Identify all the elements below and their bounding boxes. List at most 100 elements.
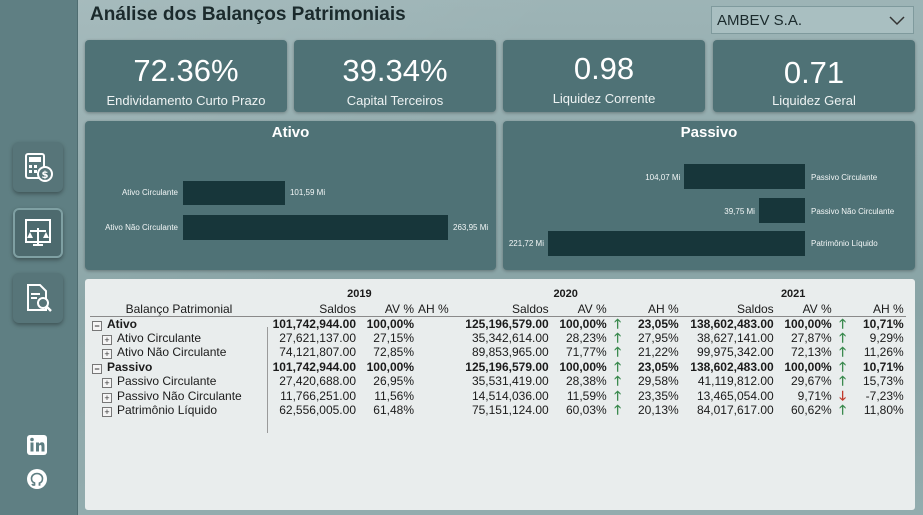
row-label-cell: − Passivo	[90, 360, 268, 375]
saldo-2020: 14,514,036.00	[471, 388, 549, 403]
ah-2021: 10,71%	[862, 316, 904, 331]
row-label-cell: − Ativo	[90, 316, 268, 331]
saldo-2019: 101,742,944.00	[272, 316, 356, 331]
kpi-value: 0.71	[783, 55, 845, 90]
saldo-2019: 62,556,005.00	[279, 403, 356, 418]
saldo-2021: 13,465,054.00	[696, 388, 774, 403]
table-row[interactable]: + Passivo Circulante 27,420,688.00 26,95% 35…	[90, 374, 906, 389]
arrow-up-icon: 🡑	[839, 373, 847, 389]
av-2020: 71,77%	[565, 345, 607, 360]
row-label-cell: + Patrimônio Líquido	[90, 403, 268, 418]
kpi-value: 72.36%	[133, 53, 239, 88]
bar-category-label: Passivo Não Circulante	[811, 207, 895, 216]
expand-icon[interactable]: +	[102, 349, 112, 360]
ah-2020: 27,95%	[637, 330, 679, 345]
ah-2020: 23,35%	[637, 388, 679, 403]
company-select[interactable]: AMBEV S.A.	[711, 6, 914, 34]
arrow-up-icon: 🡑	[614, 373, 622, 389]
row-label: Patrimônio Líquido	[117, 403, 218, 418]
bar-passivo-circulante[interactable]	[684, 164, 805, 189]
table-row[interactable]: + Ativo Não Circulante 74,121,807.00 72,85%…	[90, 345, 906, 360]
financial-calculator-nav-button[interactable]: $	[13, 142, 63, 192]
expand-icon[interactable]: +	[102, 392, 112, 403]
row-label-cell: + Passivo Não Circulante	[90, 389, 268, 404]
kpi-label: Liquidez Corrente	[552, 91, 656, 106]
chevron-down-icon	[889, 16, 905, 26]
kpi-card-capital-terceiros: 39.34% Capital Terceiros	[294, 40, 496, 112]
collapse-icon[interactable]: −	[92, 320, 102, 331]
ah-2020: 20,13%	[637, 403, 679, 418]
passivo-chart-panel: Passivo 104,07 Mi Passivo Circulante 39,…	[503, 121, 915, 270]
av-2020: 28,23%	[565, 330, 607, 345]
linkedin-icon[interactable]	[26, 434, 48, 456]
col-saldos: Saldos	[450, 301, 551, 317]
document-analysis-nav-button[interactable]	[13, 273, 63, 323]
av-2021: 72,13%	[790, 345, 832, 360]
chart-title: Ativo	[271, 124, 310, 141]
expand-icon[interactable]: +	[102, 407, 112, 418]
expand-icon[interactable]: +	[102, 378, 112, 389]
row-label: Ativo	[107, 316, 137, 331]
row-label-cell: + Ativo Não Circulante	[90, 345, 268, 360]
balance-scale-icon	[25, 219, 51, 246]
row-label: Passivo Circulante	[117, 374, 217, 389]
bar-value-label: 263,95 Mi	[453, 223, 489, 232]
kpi-card-liquidez-corrente: 0.98 Liquidez Corrente	[503, 40, 705, 112]
bar-category-label: Ativo Não Circulante	[105, 223, 178, 232]
saldo-2021: 41,119,812.00	[697, 374, 774, 389]
kpi-label: Liquidez Geral	[772, 93, 856, 108]
collapse-icon[interactable]: −	[92, 363, 102, 374]
col-saldos: Saldos	[268, 301, 358, 317]
bar-ativo-nao-circulante[interactable]	[183, 215, 448, 240]
expand-icon[interactable]: +	[102, 334, 112, 345]
av-2021: 60,62%	[790, 403, 832, 418]
saldo-2020: 75,151,124.00	[471, 403, 549, 418]
row-label-cell: + Ativo Circulante	[90, 331, 268, 346]
table-row[interactable]: + Patrimônio Líquido 62,556,005.00 61,48% 75…	[90, 403, 906, 418]
ah-2021: 11,26%	[863, 345, 904, 360]
av-2019: 100,00%	[366, 316, 414, 331]
saldo-2019: 11,766,251.00	[280, 388, 356, 403]
arrow-up-icon: 🡑	[614, 387, 622, 403]
row-label: Passivo	[107, 359, 153, 374]
av-2019: 61,48%	[373, 403, 414, 418]
table-row[interactable]: + Passivo Não Circulante 11,766,251.00 11,5…	[90, 387, 906, 404]
row-header-label: Balanço Patrimonial	[90, 301, 268, 317]
bar-patrimonio-liquido[interactable]	[548, 231, 805, 256]
ah-2020: 23,05%	[637, 316, 679, 331]
av-2021: 27,87%	[790, 330, 832, 345]
col-ah: AH %	[851, 301, 906, 317]
col-saldos: Saldos	[680, 301, 776, 317]
ativo-chart-panel: Ativo Ativo Circulante 101,59 Mi Ativo N…	[85, 121, 496, 270]
av-2020: 28,38%	[565, 374, 607, 389]
bar-value-label: 39,75 Mi	[724, 207, 755, 216]
av-2019: 72,85%	[373, 345, 414, 360]
table-row[interactable]: + Ativo Circulante 27,621,137.00 27,15% 35,3…	[90, 330, 906, 346]
saldo-2020: 125,196,579.00	[465, 316, 549, 331]
av-2021: 29,67%	[790, 374, 832, 389]
col-av: AV %	[775, 301, 834, 317]
av-2019: 100,00%	[366, 359, 414, 374]
av-2019: 11,56%	[374, 388, 414, 403]
bar-value-label: 101,59 Mi	[289, 188, 326, 197]
balance-sheet-table: 2019 2020 2021 Balanço Patrimonial Saldo…	[90, 287, 906, 418]
row-label: Ativo Circulante	[117, 330, 202, 345]
av-2020: 11,59%	[566, 388, 607, 403]
saldo-2019: 74,121,807.00	[279, 345, 356, 360]
kpi-card-liquidez-geral: 0.71 Liquidez Geral	[713, 40, 915, 112]
kpi-card-endividamento: 72.36% Endividamento Curto Prazo	[85, 40, 287, 112]
saldo-2020: 125,196,579.00	[465, 359, 549, 374]
ah-2019	[416, 389, 451, 404]
bar-passivo-nao-circulante[interactable]	[758, 198, 805, 223]
balance-sheet-nav-button[interactable]	[13, 208, 63, 258]
ah-2021: 10,71%	[862, 359, 904, 374]
ah-2019	[416, 374, 451, 389]
bar-ativo-circulante[interactable]	[183, 181, 285, 205]
table-row[interactable]: − Passivo 101,742,944.00 100,00% 125,196,579…	[90, 359, 906, 375]
av-2019: 26,95%	[373, 374, 414, 389]
company-select-value: AMBEV S.A.	[717, 11, 803, 29]
ah-2019	[416, 360, 451, 375]
table-row[interactable]: − Ativo 101,742,944.00 100,00% 125,196,579.0…	[90, 316, 906, 331]
github-icon[interactable]	[26, 468, 48, 490]
bar-category-label: Passivo Circulante	[811, 173, 878, 182]
